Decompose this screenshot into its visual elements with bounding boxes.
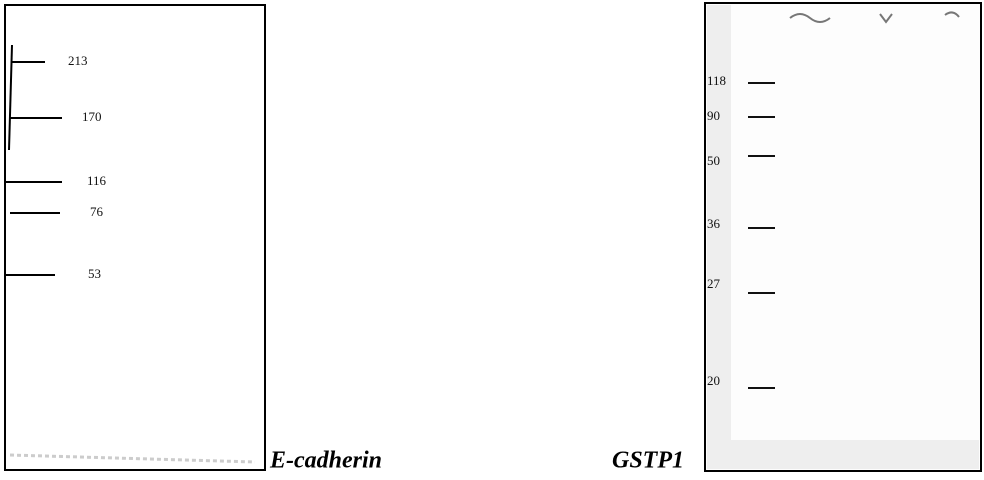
marker-label: 53 (88, 266, 101, 281)
marker-label: 213 (68, 53, 88, 68)
left-caption: E-cadherin (269, 448, 382, 474)
figure: E-cadherin GSTP1 213 170 116 76 53 118 90 50 36 2… (0, 0, 984, 480)
left-blot (5, 5, 265, 470)
left-blot-frame (5, 5, 265, 470)
marker-label: 76 (90, 204, 104, 219)
marker-label: 50 (707, 153, 720, 168)
marker-label: 90 (707, 108, 720, 123)
marker-label: 116 (87, 173, 107, 188)
marker-label: 118 (707, 73, 726, 88)
blot-edge-noise (707, 440, 979, 469)
right-blot-frame (705, 3, 981, 471)
marker-label: 20 (707, 373, 720, 388)
blot-figure: E-cadherin GSTP1 213 170 116 76 53 118 90 50 36 2… (0, 0, 984, 480)
marker-label: 27 (707, 276, 721, 291)
marker-label: 36 (707, 216, 721, 231)
right-blot (705, 3, 981, 471)
marker-label: 170 (82, 109, 102, 124)
right-caption: GSTP1 (612, 448, 684, 474)
